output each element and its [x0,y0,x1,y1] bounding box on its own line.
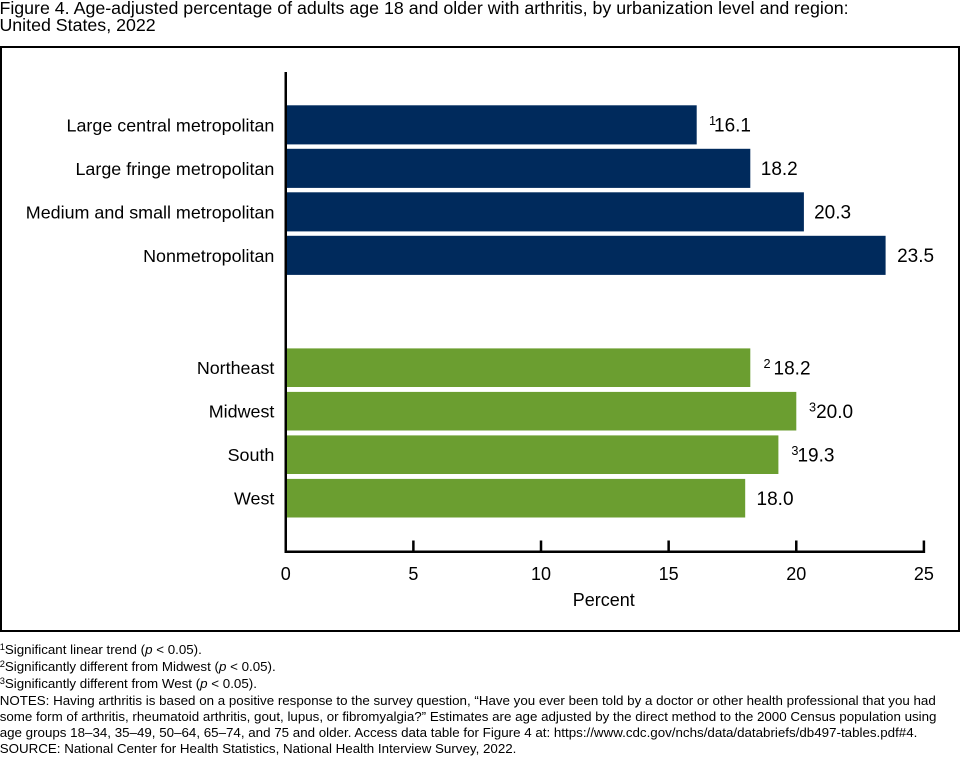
svg-text:Northeast: Northeast [197,358,275,378]
svg-text:Large central metropolitan: Large central metropolitan [67,115,275,135]
svg-text:19.3: 19.3 [797,446,834,467]
svg-text:23.5: 23.5 [897,246,934,267]
svg-text:3: 3 [809,400,816,414]
svg-text:West: West [234,489,274,509]
svg-text:5: 5 [408,564,418,584]
svg-text:Large fringe metropolitan: Large fringe metropolitan [75,159,274,179]
svg-text:20: 20 [786,564,806,584]
svg-text:18.2: 18.2 [761,159,798,180]
svg-text:Nonmetropolitan: Nonmetropolitan [143,246,274,266]
svg-text:Medium and small metropolitan: Medium and small metropolitan [26,202,275,222]
svg-text:South: South [228,445,275,465]
svg-text:18.0: 18.0 [757,489,794,510]
svg-text:10: 10 [531,564,551,584]
svg-text:Percent: Percent [573,590,635,610]
svg-text:15: 15 [659,564,679,584]
svg-text:2: 2 [764,357,771,371]
svg-text:18.2: 18.2 [774,359,811,380]
svg-text:3: 3 [791,444,798,458]
svg-text:0: 0 [281,564,291,584]
svg-text:25: 25 [914,564,934,584]
svg-text:Midwest: Midwest [209,402,275,422]
svg-text:20.0: 20.0 [816,402,853,423]
svg-text:20.3: 20.3 [814,203,851,224]
svg-text:16.1: 16.1 [714,116,751,137]
svg-text:1: 1 [709,114,716,128]
